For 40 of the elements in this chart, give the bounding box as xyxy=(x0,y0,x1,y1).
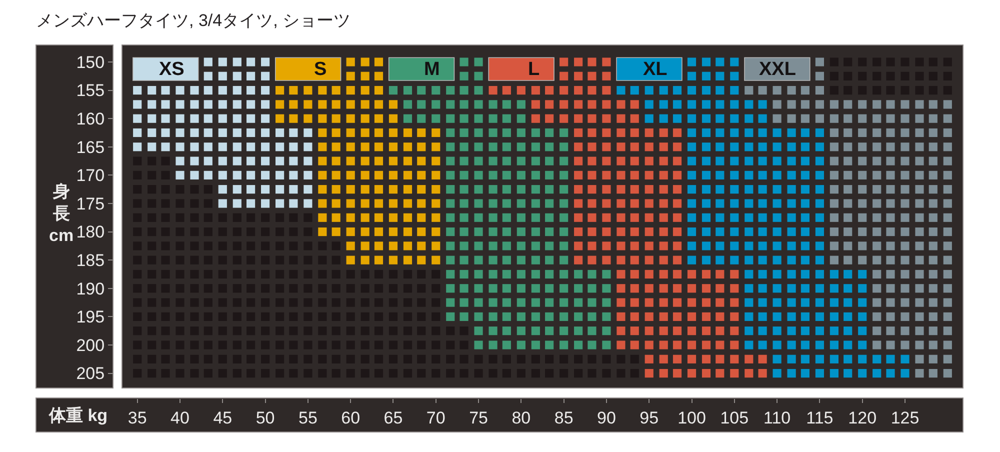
x-tick-label: 40 xyxy=(170,408,190,428)
x-tick-label: 90 xyxy=(597,408,616,428)
x-tick-label: 70 xyxy=(426,408,446,428)
series-label: M xyxy=(424,59,440,80)
x-tick-label: 55 xyxy=(298,408,318,428)
y-tick-label: 185 xyxy=(76,251,105,270)
x-tick-label: 45 xyxy=(213,408,232,428)
x-tick-label: 60 xyxy=(341,408,360,428)
x-tick-label: 95 xyxy=(640,408,659,428)
y-tick-label: 150 xyxy=(76,52,105,72)
x-tick-label: 110 xyxy=(764,408,791,428)
x-tick-label: 85 xyxy=(554,408,574,428)
x-tick-label: 105 xyxy=(720,408,749,428)
chart-title: メンズハーフタイツ, 3/4タイツ, ショーツ xyxy=(36,10,351,30)
y-tick-label: 175 xyxy=(76,194,105,214)
x-tick-label: 65 xyxy=(384,408,403,428)
x-axis-title: 体重 kg xyxy=(48,406,108,425)
y-tick-label: 180 xyxy=(76,222,105,242)
x-tick-label: 125 xyxy=(890,408,920,428)
x-tick-label: 80 xyxy=(512,408,531,428)
x-tick-label: 115 xyxy=(806,408,834,428)
series-label: L xyxy=(528,59,540,80)
y-tick-label: 200 xyxy=(76,336,105,355)
series-label: XL xyxy=(643,59,668,80)
series-label: S xyxy=(314,59,327,80)
y-axis-title: 身長 cm xyxy=(49,182,74,246)
x-tick-label: 35 xyxy=(128,408,147,428)
series-label: XS xyxy=(159,59,184,80)
y-tick-label: 205 xyxy=(76,364,105,384)
x-tick-label: 120 xyxy=(848,408,877,428)
y-tick-label: 160 xyxy=(76,110,105,129)
x-tick-label: 100 xyxy=(678,408,706,428)
x-tick-label: 75 xyxy=(469,408,488,428)
series-label: XXL xyxy=(759,59,796,80)
y-tick-label: 195 xyxy=(76,308,105,327)
y-tick-label: 170 xyxy=(76,166,105,186)
y-tick-label: 190 xyxy=(76,279,105,298)
y-tick-label: 165 xyxy=(76,138,105,157)
x-tick-label: 50 xyxy=(256,408,275,428)
y-tick-label: 155 xyxy=(76,81,105,100)
